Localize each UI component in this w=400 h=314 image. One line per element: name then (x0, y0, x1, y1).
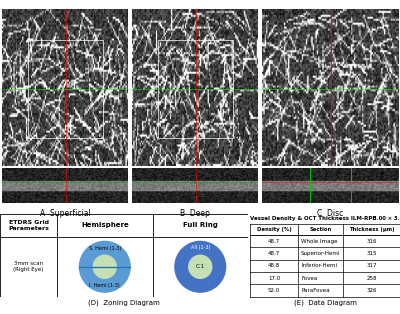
Text: 17.0: 17.0 (268, 276, 280, 281)
Circle shape (80, 241, 130, 292)
Text: Thickness (μm): Thickness (μm) (349, 227, 394, 232)
Circle shape (93, 255, 116, 278)
Text: 326: 326 (366, 288, 377, 293)
Text: 52.0: 52.0 (268, 288, 280, 293)
Text: Vessel Density & OCT Thickness ILM-RPE: Vessel Density & OCT Thickness ILM-RPE (250, 216, 376, 221)
Text: 48.8: 48.8 (268, 263, 280, 268)
Text: Inferior-Hemi: Inferior-Hemi (301, 263, 337, 268)
Text: Density (%): Density (%) (257, 227, 291, 232)
Text: A  Superficial: A Superficial (40, 209, 90, 218)
Text: RPC (ILM - NFL): RPC (ILM - NFL) (263, 11, 304, 16)
Text: C.1: C.1 (196, 264, 205, 269)
Text: ParaFovea: ParaFovea (301, 288, 330, 293)
Text: Whole Image: Whole Image (301, 239, 338, 244)
Text: Full Ring: Full Ring (183, 222, 218, 228)
Text: 258: 258 (366, 276, 377, 281)
Text: 317: 317 (366, 263, 377, 268)
Text: Fovea: Fovea (301, 276, 317, 281)
Text: I. Hemi (1-3): I. Hemi (1-3) (90, 283, 120, 288)
Text: (D)  Zoning Diagram: (D) Zoning Diagram (88, 300, 160, 306)
Text: 315: 315 (366, 251, 377, 256)
Text: 3mm scan
(Right Eye): 3mm scan (Right Eye) (13, 261, 44, 272)
Text: ETDRS Grid
Parameters: ETDRS Grid Parameters (8, 220, 49, 230)
Circle shape (189, 255, 212, 278)
Circle shape (175, 241, 226, 292)
Text: 48.7: 48.7 (268, 251, 280, 256)
Text: Section: Section (309, 227, 332, 232)
Text: Hemisphere: Hemisphere (81, 222, 129, 228)
Text: 3.00 × 3.00: 3.00 × 3.00 (373, 216, 400, 221)
Text: (E)  Data Diagram: (E) Data Diagram (294, 300, 356, 306)
Text: All (1-3): All (1-3) (190, 245, 210, 250)
Text: 48.7: 48.7 (268, 239, 280, 244)
Text: 316: 316 (366, 239, 377, 244)
Bar (158, 40, 234, 138)
Bar (28, 40, 104, 138)
Text: S. Hemi (1-3): S. Hemi (1-3) (88, 246, 121, 251)
Text: Superior-Hemi: Superior-Hemi (301, 251, 340, 256)
Text: C  Disc: C Disc (317, 209, 343, 218)
Text: B  Deep: B Deep (180, 209, 210, 218)
